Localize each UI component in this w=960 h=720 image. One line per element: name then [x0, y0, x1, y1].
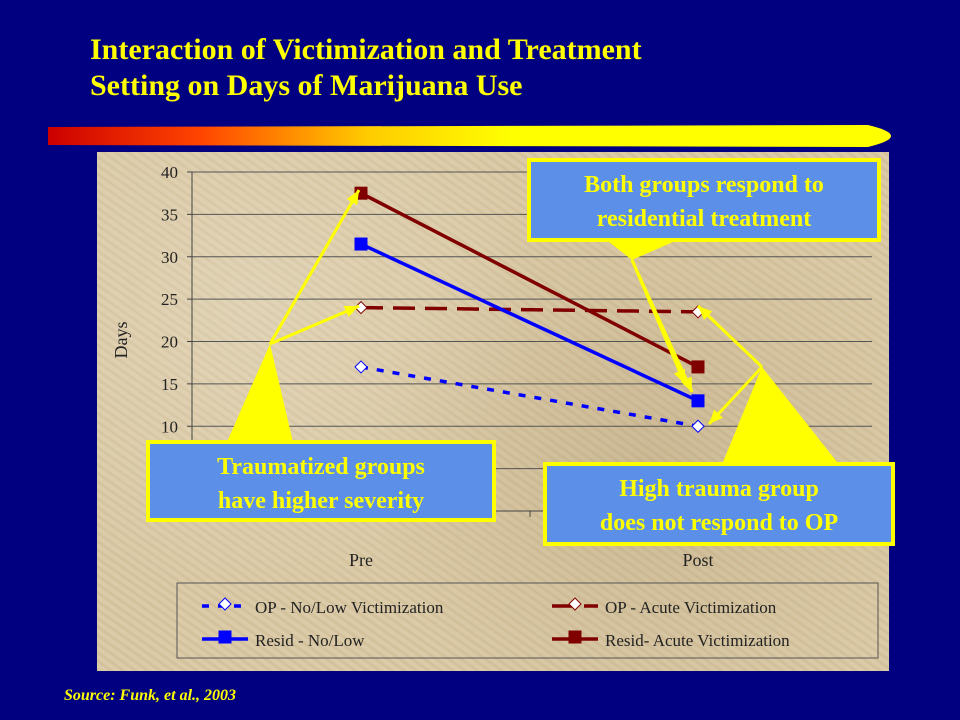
y-tick-label-30: 30: [161, 248, 178, 267]
callout-high-trauma-line-1: High trauma group: [619, 476, 819, 502]
callout-arrow-0: [268, 189, 361, 345]
source-citation: Source: Funk, et al., 2003: [64, 687, 237, 704]
callout-arrowhead-3: [673, 368, 686, 384]
callout-high-trauma: High trauma group does not respond to OP: [543, 462, 895, 546]
callout-arrowhead-1: [343, 305, 359, 318]
series-0-point-post: [691, 419, 705, 433]
legend-swatch-marker-2: [218, 630, 232, 644]
x-tick-labels: Pre Post: [349, 511, 714, 570]
callout-pointer-high-trauma: [723, 367, 837, 462]
legend-label-3: Resid- Acute Victimization: [605, 631, 790, 650]
title-line-2: Setting on Days of Marijuana Use: [90, 69, 523, 102]
y-tick-label-40: 40: [161, 163, 178, 182]
series-line-3: [360, 191, 699, 369]
callout-residential: Both groups respond to residential treat…: [527, 158, 881, 242]
title-line-1: Interaction of Victimization and Treatme…: [90, 33, 642, 66]
callout-trauma-line-1: Traumatized groups: [217, 454, 425, 480]
callout-arrows: [227, 189, 837, 462]
y-tick-label-35: 35: [161, 205, 178, 224]
series-2-point-post: [691, 394, 705, 408]
y-tick-label-20: 20: [161, 333, 178, 352]
callout-residential-line-1: Both groups respond to: [584, 172, 824, 198]
series-line-2: [360, 242, 699, 403]
legend-swatch-marker-3: [568, 630, 582, 644]
series-2-point-pre: [354, 237, 368, 251]
callout-trauma-severity: Traumatized groups have higher severity: [146, 440, 496, 522]
legend-swatch-marker-0: [218, 597, 232, 611]
callout-arrowhead-0: [346, 190, 359, 206]
callout-high-trauma-line-2: does not respond to OP: [599, 510, 839, 536]
legend: OP - No/Low Victimization OP - Acute Vict…: [176, 582, 879, 659]
slide-title: Interaction of Victimization and Treatme…: [90, 32, 930, 104]
legend-label-2: Resid - No/Low: [255, 631, 365, 650]
callout-pointer-residential: [609, 242, 673, 260]
y-tick-label-10: 10: [161, 417, 178, 436]
series-line-1: [360, 305, 699, 314]
title-underline-bar: [48, 125, 891, 147]
y-tick-label-15: 15: [161, 375, 178, 394]
x-tick-label-post: Post: [682, 550, 713, 570]
legend-label-1: OP - Acute Victimization: [605, 598, 777, 617]
x-tick-label-pre: Pre: [349, 550, 373, 570]
y-axis-label: Days: [111, 322, 131, 359]
series-lines: [354, 186, 705, 433]
callout-residential-line-2: residential treatment: [596, 206, 812, 232]
callout-arrow-4: [696, 304, 764, 369]
callout-trauma-line-2: have higher severity: [217, 488, 425, 514]
callout-arrow-1: [269, 304, 360, 346]
callout-pointer-trauma: [227, 344, 293, 442]
callout-arrowhead-5: [709, 409, 723, 424]
legend-box: [176, 582, 879, 659]
callout-arrow-3: [630, 259, 687, 385]
legend-swatch-marker-1: [568, 597, 582, 611]
series-0-point-pre: [354, 360, 368, 374]
legend-label-0: OP - No/Low Victimization: [255, 598, 444, 617]
series-3-point-post: [691, 360, 705, 374]
callout-arrowhead-4: [698, 306, 713, 321]
y-tick-label-25: 25: [161, 290, 178, 309]
